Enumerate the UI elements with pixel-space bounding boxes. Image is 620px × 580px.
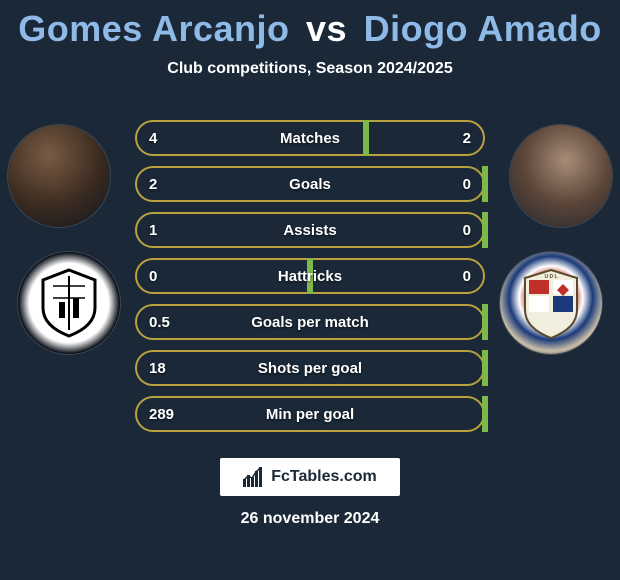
player1-club-badge [18,252,120,354]
stat-value-right: 2 [463,120,471,156]
stat-label: Matches [135,120,485,156]
stat-row: Min per goal289 [135,396,485,432]
stat-row: Matches4 2 [135,120,485,156]
brand-text: FcTables.com [271,468,377,486]
stat-label: Shots per goal [135,350,485,386]
stat-value-left: 0 [149,258,157,294]
player2-club-badge: U D L [500,252,602,354]
stat-row: Assists1 0 [135,212,485,248]
player1-avatar [8,125,110,227]
player2-avatar [510,125,612,227]
stat-value-left: 4 [149,120,157,156]
footer-date: 26 november 2024 [0,510,620,528]
stat-row: Goals2 0 [135,166,485,202]
stat-row: Hattricks0 0 [135,258,485,294]
svg-text:U D L: U D L [544,274,557,280]
brand-badge: FcTables.com [220,458,400,496]
stat-row: Shots per goal18 [135,350,485,386]
stat-value-left: 2 [149,166,157,202]
stat-value-right: 0 [463,166,471,202]
title-player1: Gomes Arcanjo [18,8,289,49]
comparison-card: Gomes Arcanjo vs Diogo Amado Club compet… [0,0,620,580]
stat-label: Hattricks [135,258,485,294]
stat-value-right: 0 [463,258,471,294]
stats-panel: Matches42Goals20Assists10Hattricks00Goal… [135,120,485,442]
stat-value-left: 0.5 [149,304,170,340]
stat-value-left: 289 [149,396,174,432]
title-player2: Diogo Amado [364,8,602,49]
stat-value-right: 0 [463,212,471,248]
club-crest-icon [39,268,99,338]
club-crest-icon: U D L [519,266,583,340]
stat-label: Goals per match [135,304,485,340]
brand-bars-icon [243,467,265,487]
stat-value-left: 1 [149,212,157,248]
stat-value-left: 18 [149,350,166,386]
stat-row: Goals per match0.5 [135,304,485,340]
stat-label: Assists [135,212,485,248]
title-vs: vs [306,8,347,49]
stat-label: Goals [135,166,485,202]
subtitle: Club competitions, Season 2024/2025 [0,60,620,78]
page-title: Gomes Arcanjo vs Diogo Amado [0,0,620,50]
stat-label: Min per goal [135,396,485,432]
